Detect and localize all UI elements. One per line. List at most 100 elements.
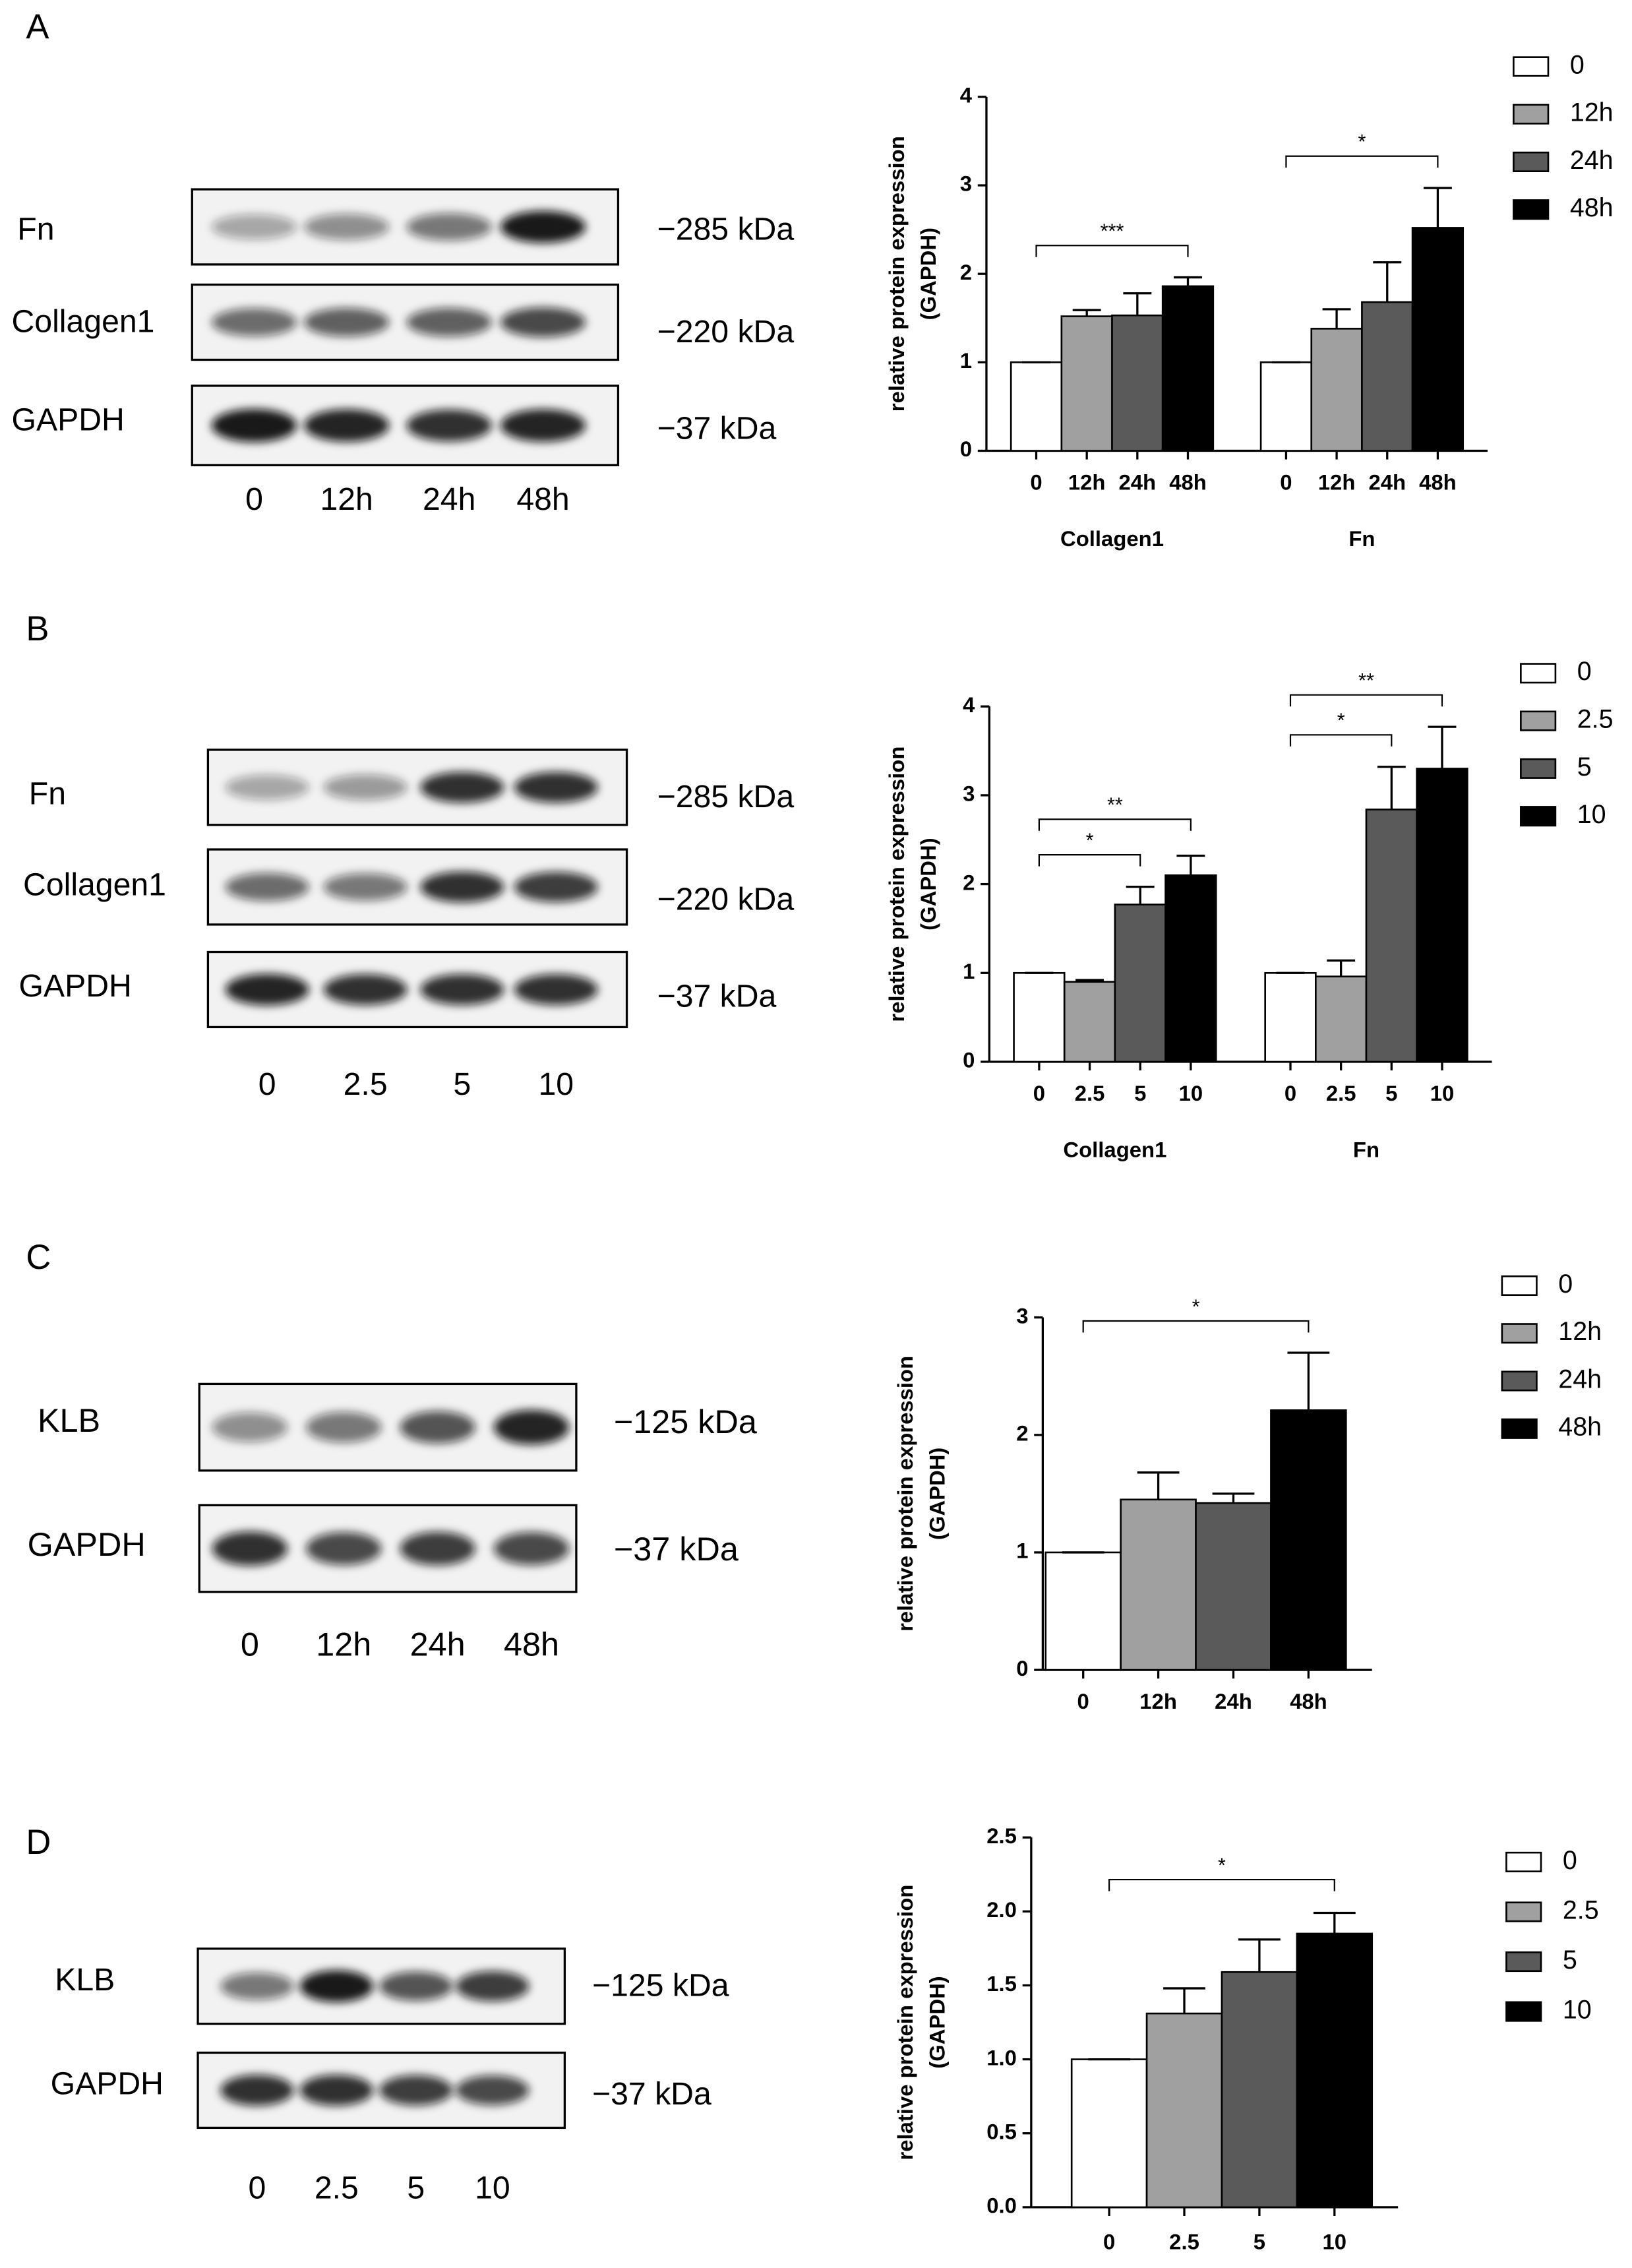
x-tick-label: 10	[1179, 1081, 1203, 1105]
lane-label: 0	[241, 1625, 259, 1663]
error-bar	[1287, 1351, 1330, 1411]
significance-label: **	[1358, 669, 1374, 692]
band	[406, 213, 492, 241]
panel-label: D	[26, 1823, 51, 1862]
legend-label: 0	[1577, 657, 1592, 686]
x-tick-label: 48h	[1419, 470, 1457, 495]
legend-label: 2.5	[1577, 704, 1614, 733]
band	[379, 1971, 453, 2001]
lane-label: 5	[407, 2170, 425, 2205]
row-label: GAPDH	[18, 968, 131, 1004]
y-axis-label: relative protein expression	[884, 136, 909, 412]
bar	[1010, 361, 1063, 452]
y-tick-label: 2	[963, 870, 975, 894]
blot-bands	[225, 973, 598, 1006]
significance-bracket	[1289, 694, 1443, 707]
bar	[1310, 328, 1363, 452]
error-bar	[1313, 1911, 1356, 1934]
y-tick-label: 2	[960, 260, 972, 284]
band	[400, 1531, 475, 1566]
blot-bands	[220, 2075, 529, 2106]
band	[456, 2075, 529, 2105]
bar	[1416, 768, 1468, 1063]
y-tick-label: 2	[1016, 1421, 1028, 1445]
error-bar	[1212, 1492, 1255, 1504]
significance-label: *	[1358, 131, 1366, 153]
row-label: Collagen1	[23, 867, 166, 903]
legend-swatch	[1520, 806, 1557, 827]
blot-bands	[211, 210, 586, 243]
y-tick-label: 1	[963, 959, 975, 983]
band	[212, 1412, 288, 1442]
x-tick-label: 24h	[1119, 470, 1157, 495]
lane-label: 0	[245, 481, 263, 517]
band	[406, 409, 492, 442]
significance-label: ***	[1101, 220, 1124, 243]
y-tick-label: 0.0	[986, 2193, 1017, 2218]
bar	[1044, 1551, 1122, 1671]
band	[211, 214, 297, 240]
x-tick-label: 0	[1033, 1081, 1045, 1105]
x-tick-label: 5	[1385, 1081, 1397, 1105]
y-tick-label: 2.0	[986, 1897, 1017, 1922]
y-tick-label: 4	[963, 692, 975, 717]
marker-label: −37 kDa	[614, 1530, 739, 1568]
legend-swatch	[1501, 1370, 1538, 1392]
row-label: GAPDH	[28, 1525, 146, 1563]
significance-label: *	[1218, 1854, 1226, 1876]
x-tick-label: 2.5	[1326, 1081, 1356, 1105]
band	[500, 409, 586, 442]
legend-label: 2.5	[1563, 1895, 1599, 1924]
significance-bracket	[1038, 818, 1192, 831]
legend-swatch	[1520, 758, 1557, 779]
lane-label: 48h	[504, 1625, 559, 1663]
y-tick-label: 1.5	[986, 1971, 1017, 1996]
band	[420, 772, 504, 803]
blot-bands	[212, 1531, 570, 1566]
bar	[1296, 1932, 1374, 2209]
legend-label: 5	[1563, 1946, 1577, 1975]
band	[212, 1531, 288, 1566]
category-label: Fn	[1348, 526, 1375, 551]
error-bar	[1174, 276, 1202, 286]
bar	[1315, 975, 1368, 1063]
band	[304, 409, 390, 442]
bar	[1070, 2058, 1148, 2209]
y-tick-label: 2.5	[986, 1824, 1017, 1848]
band	[514, 872, 598, 902]
error-bar	[1322, 308, 1351, 329]
y-tick-label: 1	[1016, 1539, 1028, 1563]
bar	[1164, 874, 1217, 1063]
band	[514, 974, 598, 1005]
x-tick-label: 12h	[1318, 470, 1356, 495]
row-label: GAPDH	[12, 402, 125, 437]
lane-label: 0	[248, 2170, 266, 2205]
band	[306, 1411, 382, 1443]
blot-bands	[220, 1970, 529, 2003]
legend-label: 24h	[1558, 1364, 1602, 1394]
error-bar	[1075, 979, 1104, 982]
bar	[1361, 301, 1414, 452]
y-tick-label: 4	[960, 83, 973, 107]
band	[304, 214, 390, 240]
marker-label: −37 kDa	[657, 978, 777, 1014]
error-bar	[1373, 261, 1402, 303]
x-tick-label: 12h	[1139, 1689, 1177, 1713]
blot-bands	[225, 772, 598, 803]
marker-label: −37 kDa	[592, 2076, 711, 2112]
significance-bracket	[1038, 854, 1141, 867]
x-tick-label: 48h	[1169, 470, 1207, 495]
legend-swatch	[1501, 1418, 1538, 1439]
category-label: Collagen1	[1060, 526, 1164, 551]
y-axis-label: (GAPDH)	[924, 1448, 949, 1540]
category-label: Collagen1	[1063, 1137, 1166, 1161]
bar	[1195, 1502, 1272, 1671]
x-tick-label: 24h	[1215, 1689, 1252, 1713]
x-tick-label: 2.5	[1169, 2229, 1199, 2253]
marker-label: −125 kDa	[592, 1968, 729, 2004]
lane-label: 5	[453, 1066, 471, 1102]
x-tick-label: 48h	[1290, 1689, 1327, 1713]
significance-bracket	[1035, 245, 1189, 257]
bar	[1411, 227, 1465, 452]
bar	[1060, 315, 1113, 452]
